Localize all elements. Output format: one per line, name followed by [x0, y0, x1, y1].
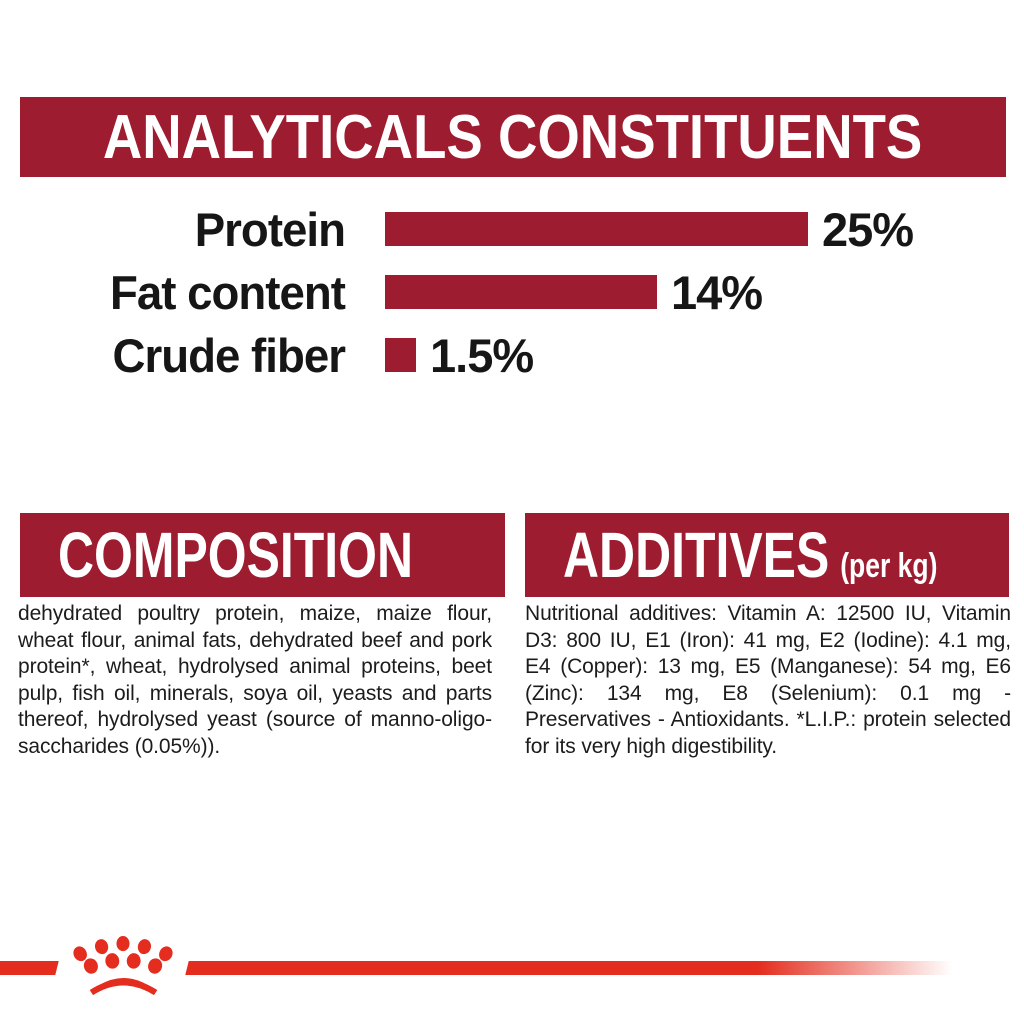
chart-bar: [385, 275, 657, 309]
chart-row-label: Crude fiber: [112, 328, 345, 382]
composition-body: dehydrated poultry protein, maize, maize…: [18, 602, 492, 758]
chart-bar: [385, 338, 416, 372]
chart-bar-value: 1.5%: [430, 328, 534, 382]
chart-bar-value: 14%: [671, 265, 763, 319]
analyticals-header-band: ANALYTICALS CONSTITUENTS: [20, 97, 1006, 177]
additives-title-text: ADDITIVES: [563, 519, 830, 591]
chart-bar-value: 25%: [822, 202, 914, 256]
footer-divider-line: [0, 961, 1024, 975]
nutrition-bar-chart: Protein 25% Fat content 14% Crude fiber 1.5%: [0, 203, 1024, 394]
chart-row: Crude fiber 1.5%: [0, 329, 1024, 382]
chart-row-label: Protein: [194, 202, 346, 256]
additives-title: ADDITIVES (per kg): [563, 518, 937, 592]
additives-per-kg-label: (per kg): [840, 547, 938, 585]
chart-bar: [385, 212, 808, 246]
analyticals-title: ANALYTICALS CONSTITUENTS: [103, 102, 923, 172]
chart-row: Protein 25%: [0, 203, 1024, 256]
chart-row-label: Fat content: [109, 265, 346, 319]
composition-header-band: COMPOSITION: [20, 513, 505, 597]
additives-header-band: ADDITIVES (per kg): [525, 513, 1009, 597]
chart-row: Fat content 14%: [0, 266, 1024, 319]
additives-body: Nutritional additives: Vitamin A: 12500 …: [525, 602, 1011, 758]
composition-title: COMPOSITION: [58, 519, 413, 591]
royal-canin-crown-icon: [73, 936, 173, 996]
